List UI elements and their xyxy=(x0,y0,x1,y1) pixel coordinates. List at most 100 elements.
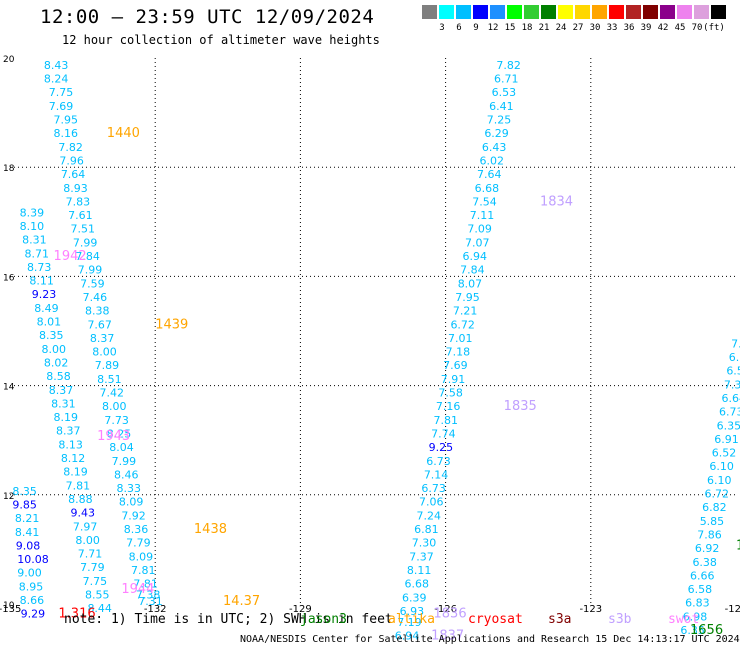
wave-height-value: 6.94 xyxy=(395,629,420,642)
pass-time-label: 1943 xyxy=(97,429,130,444)
wave-height-value: 8.24 xyxy=(44,73,69,86)
scale-label: 12 xyxy=(487,23,499,33)
wave-height-value: 6.92 xyxy=(695,542,720,555)
wave-height-value: 8.19 xyxy=(54,411,78,424)
y-tick-label: 12 xyxy=(3,492,14,502)
wave-height-value: 9.23 xyxy=(32,288,56,301)
wave-height-value: 9.29 xyxy=(21,608,46,621)
scale-label: 39 xyxy=(640,23,652,33)
wave-height-value: 7.91 xyxy=(441,373,466,386)
wave-height-value: 8.36 xyxy=(124,523,148,536)
wave-height-value: 8.51 xyxy=(97,373,122,386)
wave-height-value: 7.38 xyxy=(136,589,161,602)
wave-height-value: 8.11 xyxy=(29,275,54,288)
wave-height-value: 7.07 xyxy=(465,236,490,249)
wave-height-value: 6.73 xyxy=(719,406,740,419)
scale-label: 9 xyxy=(473,23,479,33)
wave-height-value: 8.25 xyxy=(107,427,132,440)
wave-height-value: 7.11 xyxy=(470,209,495,222)
scale-swatch xyxy=(609,5,624,19)
wave-height-value: 9.85 xyxy=(12,498,36,511)
wave-height-value: 7.73 xyxy=(104,414,129,427)
satellite-jason3: jason3 xyxy=(300,612,347,627)
scale-label: 42 xyxy=(657,23,669,33)
wave-height-value: 6.58 xyxy=(688,583,713,596)
wave-height-value: 8.73 xyxy=(27,261,52,274)
wave-height-value: 8.38 xyxy=(85,305,110,318)
wave-height-value: 7.81 xyxy=(66,479,91,492)
wave-height-value: 7.21 xyxy=(453,305,478,318)
wave-height-value: 8.37 xyxy=(49,384,74,397)
wave-height-value: 7.58 xyxy=(438,387,463,400)
wave-height-value: 7.84 xyxy=(460,264,485,277)
wave-height-value: 6.41 xyxy=(489,100,514,113)
wave-height-value: 8.00 xyxy=(75,534,100,547)
wave-height-value: 8.01 xyxy=(37,316,62,329)
pass-time-label: 14.37 xyxy=(223,594,260,609)
wave-height-value: 6.43 xyxy=(482,141,507,154)
wave-height-value: 8.00 xyxy=(92,346,117,359)
scale-swatch xyxy=(541,5,556,19)
wave-height-value: 9.00 xyxy=(17,567,42,580)
wave-height-value: 7.81 xyxy=(434,414,459,427)
wave-height-value: 6.72 xyxy=(705,488,730,501)
wave-height-value: 6.98 xyxy=(683,610,708,623)
wave-height-value: 10.08 xyxy=(17,553,49,566)
wave-height-value: 8.31 xyxy=(51,397,76,410)
wave-height-value: 6.73 xyxy=(421,482,446,495)
wave-height-value: 8.16 xyxy=(54,127,78,140)
wave-height-value: 8.43 xyxy=(44,59,69,72)
wave-height-value: 7.74 xyxy=(431,427,456,440)
pass-time-label: 1440 xyxy=(107,126,140,141)
wave-height-value: 6.35 xyxy=(680,624,705,637)
wave-height-value: 7.92 xyxy=(121,509,146,522)
scale-label: 27 xyxy=(572,23,584,33)
wave-height-value: 7.99 xyxy=(73,236,98,249)
wave-height-value: 6.66 xyxy=(690,569,715,582)
wave-height-value: 6.71 xyxy=(494,73,519,86)
wave-height-value: 9.25 xyxy=(429,441,454,454)
y-tick-label: 16 xyxy=(3,273,15,283)
wave-height-value: 7.61 xyxy=(68,209,93,222)
wave-height-value: 8.09 xyxy=(129,550,154,563)
wave-height-value: 7.30 xyxy=(412,537,437,550)
pass-time-label: 1944 xyxy=(121,582,154,597)
scale-label: 70 xyxy=(691,23,703,33)
wave-height-value: 8.58 xyxy=(46,370,71,383)
scale-label: 45 xyxy=(674,23,686,33)
wave-height-value: 8.07 xyxy=(458,277,483,290)
wave-height-value: 7.37 xyxy=(724,378,740,391)
wave-height-value: 8.88 xyxy=(68,493,93,506)
wave-height-value: 6.82 xyxy=(702,501,727,514)
satellite-altika: altika xyxy=(388,612,435,627)
satellite-swot: swot xyxy=(668,612,700,627)
wave-height-value: 6.52 xyxy=(712,447,737,460)
wave-height-value: 7.75 xyxy=(83,575,108,588)
wave-height-value: 7.99 xyxy=(112,455,137,468)
wave-height-value: 6.2 xyxy=(729,351,740,364)
wave-height-value: 8.11 xyxy=(407,564,432,577)
wave-height-value: 7.1 xyxy=(731,337,740,350)
wave-height-value: 8.95 xyxy=(19,580,43,593)
scale-label: 15 xyxy=(504,23,516,33)
wave-height-value: 6.64 xyxy=(721,392,740,405)
scale-label: 30 xyxy=(589,23,601,33)
scale-swatch xyxy=(507,5,522,19)
pass-time-label: 1834 xyxy=(540,194,573,209)
y-tick-label: 14 xyxy=(3,383,15,393)
wave-height-value: 6.29 xyxy=(484,127,509,140)
wave-height-value: 9.43 xyxy=(71,507,96,520)
wave-height-value: 6.93 xyxy=(400,605,425,618)
scale-label: 18 xyxy=(521,23,533,33)
x-tick-label: -129 xyxy=(289,604,312,615)
x-tick-label: -123 xyxy=(579,604,602,615)
wave-height-value: 7.75 xyxy=(49,86,74,99)
x-tick-label: -132 xyxy=(144,604,167,615)
y-tick-label: 20 xyxy=(3,55,15,65)
wave-height-value: 7.16 xyxy=(436,400,461,413)
wave-height-value: 8.12 xyxy=(61,452,86,465)
note-text: note: 1) Time is in UTC; 2) SWH is in fe… xyxy=(64,612,393,627)
scale-swatch xyxy=(660,5,675,19)
scale-swatch xyxy=(558,5,573,19)
pass-time-label: 1656 xyxy=(690,623,723,638)
